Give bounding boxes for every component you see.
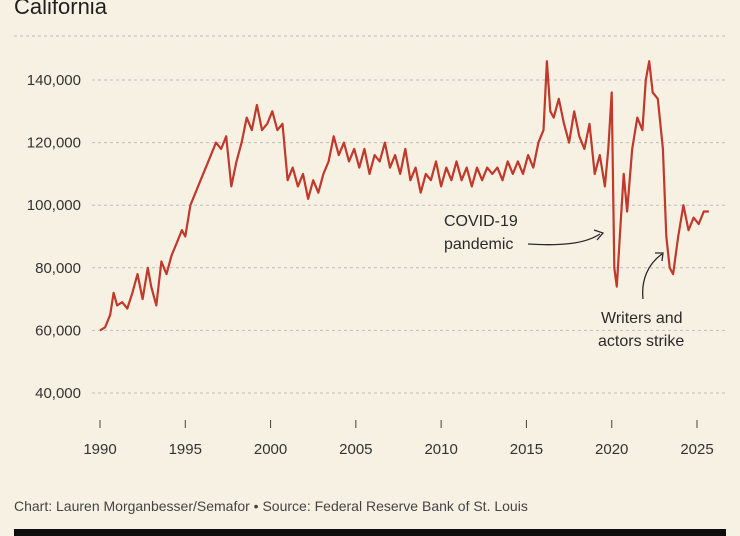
x-tick-label: 2000 xyxy=(254,441,287,458)
covid-arrow xyxy=(527,233,601,246)
strike-arrow xyxy=(642,253,663,300)
x-tick-label: 2015 xyxy=(510,441,543,458)
strike-annotation: Writers and actors strike xyxy=(598,252,684,350)
x-axis-tick-labels: 1990 1995 2000 2005 2010 2015 2020 2025 xyxy=(83,420,714,458)
covid-annotation-line2: pandemic xyxy=(444,236,513,253)
x-tick-label: 2020 xyxy=(595,441,628,458)
footer-bar xyxy=(14,529,726,536)
line-chart: 40,00060,00080,000100,000120,000140,000 … xyxy=(14,35,726,458)
grid-lines xyxy=(14,35,726,394)
covid-annotation-line1: COVID-19 xyxy=(444,213,518,230)
strike-annotation-line1: Writers and xyxy=(601,310,683,327)
chart-title: California xyxy=(14,0,107,19)
strike-arrowhead-icon xyxy=(655,252,664,262)
y-tick-label: 60,000 xyxy=(35,322,81,339)
strike-annotation-line2: actors strike xyxy=(598,333,684,350)
x-tick-label: 1995 xyxy=(169,441,202,458)
x-tick-label: 2005 xyxy=(339,441,372,458)
series-line xyxy=(99,60,709,332)
covid-annotation: COVID-19 pandemic xyxy=(444,213,605,253)
y-axis-tick-labels: 40,000 60,000 80,000 100,000 120,000 140,000 xyxy=(27,72,81,402)
y-tick-label: 140,000 xyxy=(27,72,81,89)
x-tick-label: 1990 xyxy=(83,441,116,458)
y-tick-label: 80,000 xyxy=(35,260,81,277)
x-tick-label: 2025 xyxy=(680,441,713,458)
y-tick-label: 120,000 xyxy=(27,135,81,152)
y-tick-label: 100,000 xyxy=(27,197,81,214)
x-tick-label: 2010 xyxy=(424,441,457,458)
covid-arrowhead-icon xyxy=(593,229,605,241)
y-tick-label: 40,000 xyxy=(35,385,81,402)
source-credit: Chart: Lauren Morganbesser/Semafor • Sou… xyxy=(14,498,528,514)
